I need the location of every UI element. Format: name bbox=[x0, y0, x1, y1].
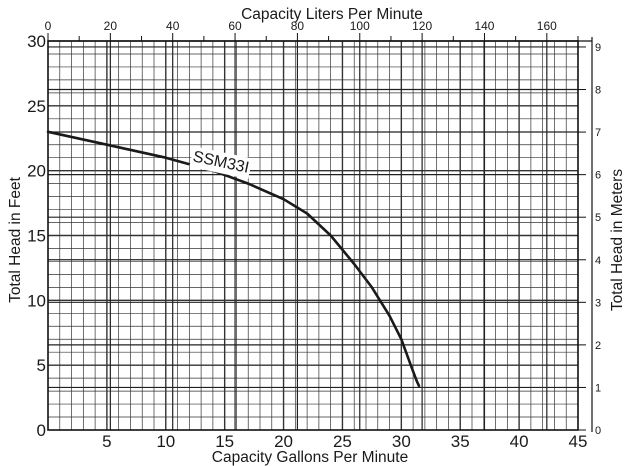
y2-tick-label: 7 bbox=[595, 127, 601, 139]
y-tick-label: 20 bbox=[27, 162, 46, 181]
x2-tick-label: 0 bbox=[45, 19, 52, 33]
x-tick-label: 20 bbox=[274, 432, 293, 451]
x2-tick-label: 40 bbox=[166, 19, 180, 33]
y2-tick-label: 1 bbox=[595, 382, 601, 394]
y2-tick-label: 4 bbox=[595, 255, 601, 267]
x2-tick-label: 160 bbox=[537, 19, 557, 33]
x2-tick-label: 140 bbox=[474, 19, 494, 33]
series-layer: SSM33I bbox=[46, 130, 421, 388]
x-tick-label: 40 bbox=[510, 432, 529, 451]
y-tick-label: 0 bbox=[37, 421, 46, 440]
x-tick-label: 10 bbox=[156, 432, 175, 451]
series-label-backdrop bbox=[189, 146, 253, 180]
y2-tick-label: 9 bbox=[595, 42, 601, 54]
x-axis-title: Capacity Gallons Per Minute bbox=[212, 449, 408, 466]
x-tick-label: 25 bbox=[333, 432, 352, 451]
y-tick-label: 30 bbox=[27, 32, 46, 51]
x-tick-label: 15 bbox=[215, 432, 234, 451]
x2-tick-label: 120 bbox=[412, 19, 432, 33]
x2-tick-label: 100 bbox=[350, 19, 370, 33]
y2-axis-title: Total Head in Meters bbox=[609, 169, 626, 311]
x-tick-label: 45 bbox=[569, 432, 588, 451]
x2-tick-label: 20 bbox=[104, 19, 118, 33]
y-tick-label: 15 bbox=[27, 227, 46, 246]
y2-tick-label: 2 bbox=[595, 340, 601, 352]
x-tick-label: 30 bbox=[392, 432, 411, 451]
y2-tick-label: 6 bbox=[595, 170, 601, 182]
y2-tick-label: 5 bbox=[595, 212, 601, 224]
x-tick-label: 35 bbox=[451, 432, 470, 451]
x2-axis-title: Capacity Liters Per Minute bbox=[241, 6, 423, 23]
series-line-ssm33i bbox=[46, 130, 421, 388]
chart-grid bbox=[48, 41, 578, 430]
x-tick-label: 5 bbox=[102, 432, 111, 451]
y-tick-label: 5 bbox=[37, 356, 46, 375]
chart-axes bbox=[47, 33, 593, 432]
y2-tick-label: 8 bbox=[595, 85, 601, 97]
y-tick-label: 25 bbox=[27, 97, 46, 116]
x2-tick-label: 80 bbox=[291, 19, 305, 33]
y-axis-title: Total Head in Feet bbox=[7, 176, 24, 302]
y2-tick-label: 3 bbox=[595, 297, 601, 309]
y-tick-label: 10 bbox=[27, 291, 46, 310]
x2-tick-label: 60 bbox=[228, 19, 242, 33]
y2-tick-label: 0 bbox=[595, 425, 601, 437]
